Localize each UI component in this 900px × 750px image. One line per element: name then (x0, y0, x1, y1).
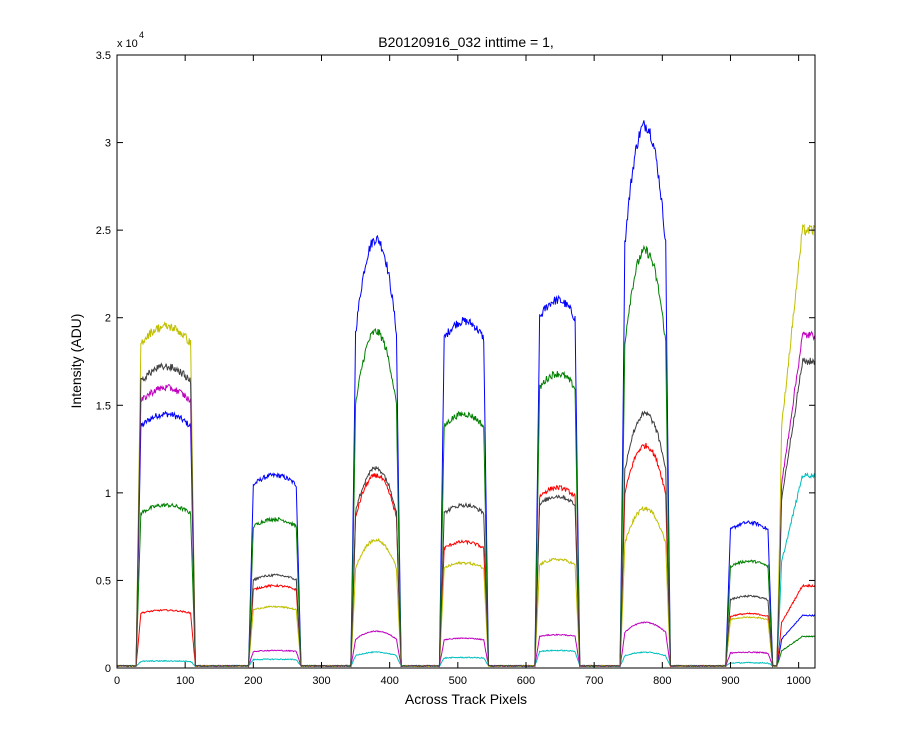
y-multiplier-exponent: 4 (139, 30, 144, 40)
x-tick-label: 500 (449, 675, 467, 687)
y-tick-label: 3.5 (96, 50, 111, 62)
x-tick-label: 200 (244, 675, 262, 687)
chart-title: B20120916_032 inttime = 1, (378, 34, 554, 50)
x-tick-label: 400 (380, 675, 398, 687)
x-tick-label: 300 (312, 675, 330, 687)
x-axis-label: Across Track Pixels (405, 691, 527, 707)
plot-frame (116, 54, 816, 669)
plot-area (117, 55, 815, 668)
series-line-7 (116, 357, 816, 668)
y-tick-label: 3 (105, 138, 111, 150)
x-tick-label: 600 (517, 675, 535, 687)
y-axis-ticks: 0 0.5 1 1.5 2 2.5 3 3.5 (96, 50, 815, 675)
x-tick-label: 100 (176, 675, 194, 687)
y-multiplier-base: x 10 (117, 38, 138, 50)
x-tick-label: 700 (585, 675, 603, 687)
y-tick-label: 1.5 (96, 400, 111, 412)
series-layer (116, 120, 816, 668)
y-tick-label: 0.5 (96, 575, 111, 587)
y-tick-label: 0 (105, 663, 111, 675)
y-tick-label: 2 (105, 313, 111, 325)
y-tick-label: 1 (105, 488, 111, 500)
y-tick-label: 2.5 (96, 225, 111, 237)
x-tick-label: 900 (721, 675, 739, 687)
x-tick-label: 0 (114, 675, 120, 687)
y-axis-label: Intensity (ADU) (68, 314, 84, 409)
x-tick-label: 1000 (786, 675, 810, 687)
x-axis-ticks: 0 100 200 300 400 500 600 700 800 900 1000 (114, 55, 811, 687)
x-tick-label: 800 (653, 675, 671, 687)
